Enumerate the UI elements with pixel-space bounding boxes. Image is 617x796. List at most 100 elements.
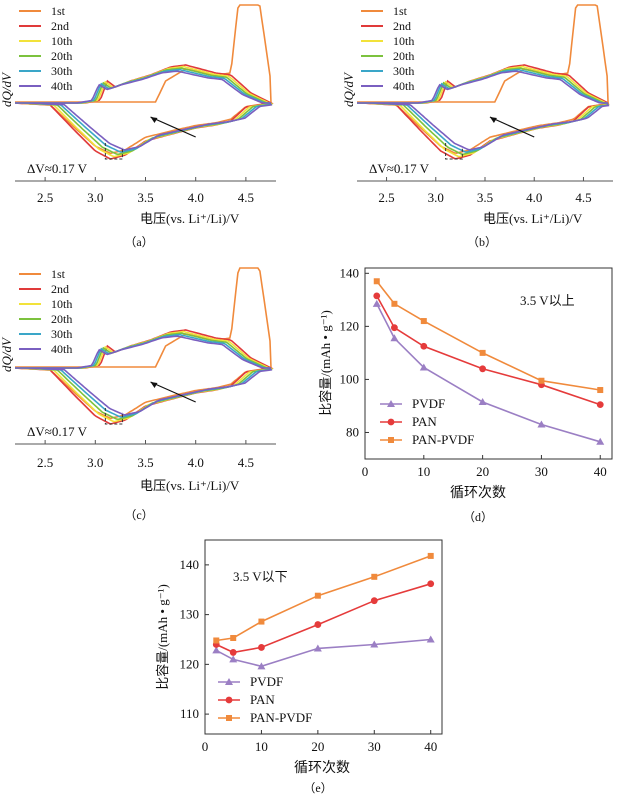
legend-label-PAN: PAN	[412, 414, 437, 429]
point-PAN-PVDF	[371, 573, 378, 580]
range-annotation: 3.5 V以下	[233, 569, 288, 584]
y-tick-label: 80	[346, 424, 359, 439]
point-PAN-PVDF	[373, 278, 380, 285]
x-tick-label: 4.0	[526, 190, 542, 205]
point-PVDF	[257, 662, 266, 670]
point-PAN-PVDF	[420, 318, 427, 325]
legend-label-30th: 30th	[51, 327, 72, 341]
legend-label-PVDF: PVDF	[412, 396, 445, 411]
delta-v-annotation: ΔV≈0.17 V	[369, 161, 430, 176]
y-tick-label: 140	[180, 557, 200, 572]
point-PVDF	[370, 640, 379, 648]
x-tick-label: 4.0	[188, 455, 204, 470]
point-PVDF	[390, 334, 399, 342]
series-line-PAN	[376, 295, 601, 406]
legend-label-PAN: PAN	[250, 692, 275, 707]
panel-caption: （a）	[124, 235, 153, 249]
curve-1st	[15, 4, 272, 155]
point-PVDF	[426, 635, 435, 643]
x-tick-label: 4.0	[188, 190, 204, 205]
legend-label-40th: 40th	[51, 79, 72, 93]
x-tick-label: 4.5	[238, 190, 254, 205]
x-tick-label: 3.0	[428, 190, 444, 205]
x-tick-label: 4.5	[238, 455, 254, 470]
plot-frame	[364, 267, 613, 460]
point-PAN-PVDF	[258, 618, 265, 625]
y-tick-label: 120	[180, 656, 200, 671]
x-tick-label: 3.5	[137, 190, 153, 205]
legend-label-PAN-PVDF: PAN-PVDF	[250, 710, 312, 725]
point-PAN	[314, 621, 322, 628]
x-tick-label: 2.5	[37, 455, 53, 470]
y-axis-label: dQ/dV	[0, 336, 14, 372]
x-axis-label: 电压(vs. Li⁺/Li)/V	[483, 211, 583, 226]
point-PAN	[596, 401, 604, 409]
legend-label-PAN-PVDF: PAN-PVDF	[412, 432, 474, 447]
panel-caption: （c）	[124, 508, 153, 522]
delta-v-bracket	[445, 143, 463, 160]
point-PAN-PVDF	[230, 634, 237, 641]
series-line-PVDF	[376, 303, 601, 443]
point-PAN-PVDF	[479, 349, 486, 356]
legend-label-2nd: 2nd	[393, 19, 411, 33]
x-axis-label: 循环次数	[294, 760, 350, 776]
x-axis-label: 循环次数	[450, 485, 506, 501]
capacity-panel-d: 0 10 20 30 40 80 100 120 140 PVDF PAN PAN-PVDF 3.5 V…	[318, 265, 613, 524]
point-PVDF	[313, 644, 322, 652]
legend-label-PVDF: PVDF	[250, 674, 283, 689]
legend-label-1st: 1st	[393, 4, 408, 18]
arrow-line	[150, 116, 196, 138]
legend-label-10th: 10th	[393, 34, 414, 48]
legend-label-10th: 10th	[51, 34, 72, 48]
point-PAN	[258, 644, 265, 651]
panel-caption: （d）	[463, 510, 493, 524]
capacity-panel-e: 0 10 20 30 40 110 120 130 140 PVDF PAN PAN-PVDF 3.5 …	[155, 539, 443, 795]
legend-marker-PAN	[225, 696, 233, 704]
x-tick-label: 30	[368, 739, 381, 754]
arrow-line	[489, 116, 535, 138]
y-axis-label: dQ/dV	[341, 71, 356, 107]
y-axis-label: dQ/dV	[0, 71, 14, 107]
y-tick-label: 120	[340, 318, 360, 333]
point-PAN-PVDF	[597, 387, 604, 394]
legend-label-1st: 1st	[51, 4, 66, 18]
legend-label-20th: 20th	[51, 49, 72, 63]
curve-40th	[15, 335, 273, 416]
y-axis-label: 比容量/(mAh • g⁻¹)	[155, 584, 170, 690]
legend-label-20th: 20th	[51, 312, 72, 326]
point-PVDF	[419, 363, 428, 371]
x-tick-label: 10	[417, 464, 430, 479]
legend-label-40th: 40th	[393, 79, 414, 93]
delta-v-bracket	[104, 143, 123, 160]
legend-label-2nd: 2nd	[51, 282, 69, 296]
y-tick-label: 130	[180, 607, 200, 622]
point-PAN-PVDF	[391, 300, 398, 307]
point-PAN	[420, 342, 428, 350]
x-tick-label: 2.5	[378, 190, 394, 205]
point-PAN	[370, 597, 378, 605]
legend-label-2nd: 2nd	[51, 19, 69, 33]
x-axis-label: 电压(vs. Li⁺/Li)/V	[140, 211, 240, 226]
delta-v-annotation: ΔV≈0.17 V	[27, 424, 88, 439]
x-tick-label: 3.5	[477, 190, 493, 205]
point-PVDF	[229, 655, 238, 663]
legend-marker-PAN-PVDF	[388, 437, 394, 443]
series-line-PVDF	[215, 638, 431, 668]
point-PVDF	[212, 646, 221, 654]
legend-label-20th: 20th	[393, 49, 414, 63]
legend-label-10th: 10th	[51, 297, 72, 311]
point-PVDF	[478, 397, 487, 405]
x-tick-label: 3.0	[87, 190, 103, 205]
delta-v-annotation: ΔV≈0.17 V	[27, 161, 88, 176]
delta-v-bracket	[104, 408, 123, 425]
y-tick-label: 100	[340, 371, 360, 386]
x-tick-label: 20	[476, 464, 489, 479]
point-PVDF	[372, 299, 381, 307]
x-tick-label: 40	[594, 464, 607, 479]
legend-label-30th: 30th	[51, 64, 72, 78]
legend-label-40th: 40th	[51, 342, 72, 356]
